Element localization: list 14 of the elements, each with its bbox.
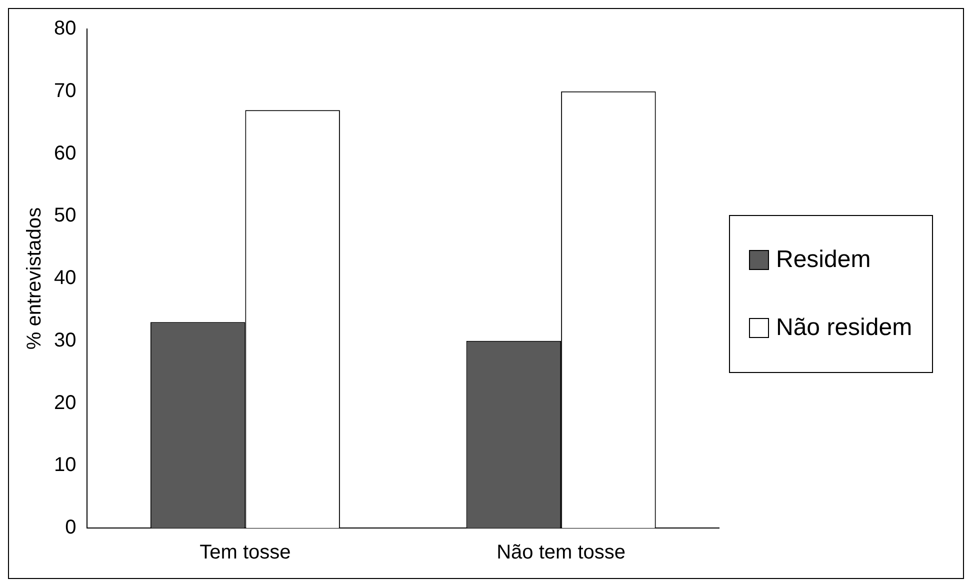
x-tick-label: Não tem tosse (496, 542, 626, 564)
y-tick-label: 30 (54, 329, 76, 352)
y-tick-label: 80 (54, 18, 76, 40)
y-tick-label: 70 (54, 80, 76, 102)
legend-label: Residem (776, 246, 871, 274)
legend-label: Não residem (776, 314, 912, 342)
y-tick-label: 40 (54, 267, 76, 290)
y-tick-label: 60 (54, 142, 76, 164)
y-tick-label: 0 (65, 516, 76, 539)
y-axis-title: % entrevistados (24, 207, 46, 350)
y-tick-label: 50 (54, 204, 76, 227)
x-tick-label: Tem tosse (200, 542, 291, 564)
y-tick-label: 20 (54, 392, 76, 414)
y-tick-label: 10 (54, 454, 76, 476)
